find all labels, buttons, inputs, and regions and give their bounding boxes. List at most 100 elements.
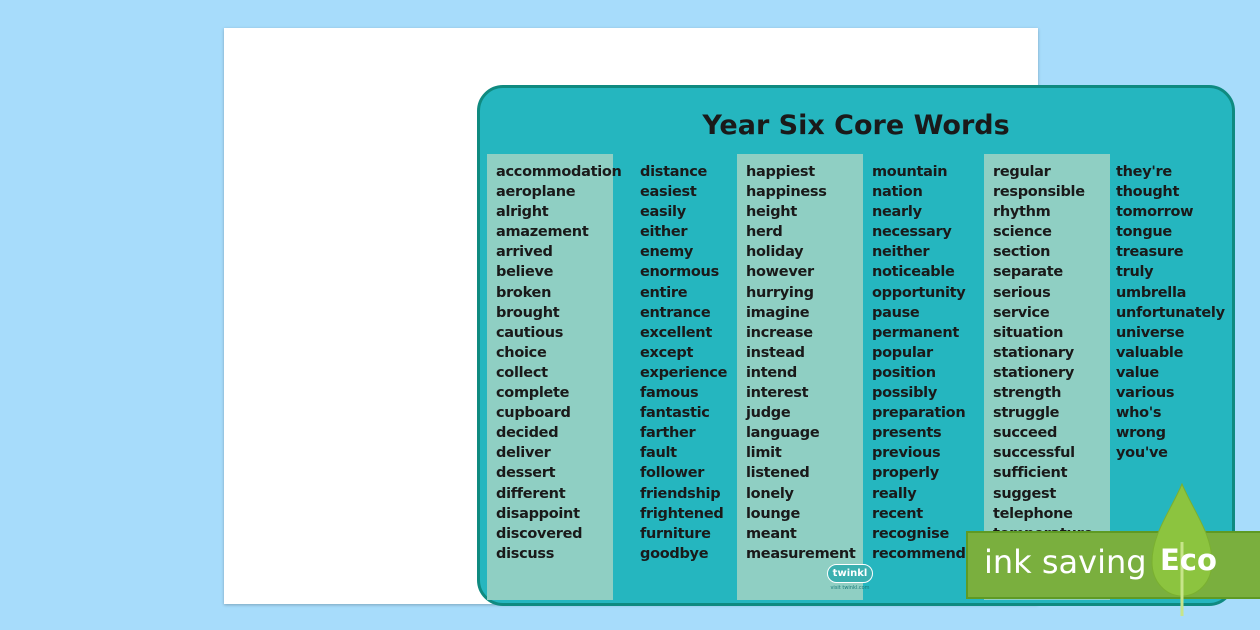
word: responsible bbox=[993, 184, 1085, 201]
word: believe bbox=[496, 264, 554, 281]
page-title: Year Six Core Words bbox=[702, 110, 1010, 141]
word: who's bbox=[1116, 405, 1162, 422]
word: entrance bbox=[640, 304, 711, 321]
word: decided bbox=[496, 425, 559, 442]
word: judge bbox=[746, 405, 791, 422]
word-column: distance easiest easily either enemy enormous… bbox=[631, 154, 757, 600]
word: except bbox=[640, 344, 694, 361]
word: valuable bbox=[1116, 344, 1184, 361]
word: sufficient bbox=[993, 465, 1068, 482]
word: pause bbox=[872, 304, 920, 321]
word: discuss bbox=[496, 545, 555, 562]
word: properly bbox=[872, 465, 939, 482]
word: increase bbox=[746, 324, 813, 341]
word: hurrying bbox=[746, 284, 814, 301]
word: regular bbox=[993, 164, 1051, 180]
word: frightened bbox=[640, 505, 724, 522]
word: arrived bbox=[496, 244, 553, 261]
word: aeroplane bbox=[496, 184, 576, 201]
word: however bbox=[746, 264, 814, 281]
word: different bbox=[496, 485, 566, 502]
twinkl-logo: twinkl visit twinkl.com bbox=[827, 564, 873, 591]
word: goodbye bbox=[640, 545, 709, 562]
word: various bbox=[1116, 385, 1175, 402]
word: neither bbox=[872, 244, 930, 261]
word: lonely bbox=[746, 485, 794, 502]
word: farther bbox=[640, 425, 696, 442]
word: lounge bbox=[746, 505, 800, 522]
word: enormous bbox=[640, 264, 719, 281]
word: deliver bbox=[496, 445, 551, 462]
word: possibly bbox=[872, 385, 937, 402]
word: permanent bbox=[872, 324, 959, 341]
word: dessert bbox=[496, 465, 556, 482]
word: excellent bbox=[640, 324, 712, 341]
word: complete bbox=[496, 385, 570, 402]
word: they're bbox=[1116, 164, 1172, 180]
word: science bbox=[993, 224, 1052, 241]
leaf-icon bbox=[1151, 482, 1213, 616]
word: collect bbox=[496, 364, 548, 381]
word: fault bbox=[640, 445, 677, 462]
word: instead bbox=[746, 344, 805, 361]
word: noticeable bbox=[872, 264, 955, 281]
word: listened bbox=[746, 465, 810, 482]
word: preparation bbox=[872, 405, 966, 422]
word: entire bbox=[640, 284, 688, 301]
word: service bbox=[993, 304, 1050, 321]
word: distance bbox=[640, 164, 708, 180]
word: succeed bbox=[993, 425, 1058, 442]
word: rhythm bbox=[993, 204, 1051, 221]
word: easiest bbox=[640, 184, 697, 201]
word: treasure bbox=[1116, 244, 1184, 261]
word: herd bbox=[746, 224, 783, 241]
word: section bbox=[993, 244, 1051, 261]
word: amazement bbox=[496, 224, 589, 241]
word: accommodation bbox=[496, 164, 622, 180]
word: recommend bbox=[872, 545, 966, 562]
word: strength bbox=[993, 385, 1062, 402]
word-column: regular responsible rhythm science section se… bbox=[984, 154, 1110, 600]
word: choice bbox=[496, 344, 547, 361]
word: previous bbox=[872, 445, 941, 462]
word: either bbox=[640, 224, 688, 241]
word: universe bbox=[1116, 324, 1185, 341]
word: opportunity bbox=[872, 284, 966, 301]
word-column: mountain nation nearly necessary neither noti… bbox=[863, 154, 989, 600]
word: experience bbox=[640, 364, 728, 381]
word: follower bbox=[640, 465, 705, 482]
word: meant bbox=[746, 525, 797, 542]
word: holiday bbox=[746, 244, 804, 261]
ink-saving-badge: ink saving bbox=[966, 531, 1260, 599]
word: nation bbox=[872, 184, 923, 201]
word: popular bbox=[872, 344, 933, 361]
word: successful bbox=[993, 445, 1075, 462]
word: unfortunately bbox=[1116, 304, 1225, 321]
word: value bbox=[1116, 364, 1159, 381]
word: intend bbox=[746, 364, 797, 381]
word: measurement bbox=[746, 545, 856, 562]
word: serious bbox=[993, 284, 1051, 301]
word: language bbox=[746, 425, 820, 442]
word: limit bbox=[746, 445, 782, 462]
word: necessary bbox=[872, 224, 952, 241]
word: nearly bbox=[872, 204, 922, 221]
word: discovered bbox=[496, 525, 583, 542]
word: stationary bbox=[993, 344, 1074, 361]
word: furniture bbox=[640, 525, 711, 542]
word: thought bbox=[1116, 184, 1180, 201]
word: tomorrow bbox=[1116, 204, 1194, 221]
ink-saving-label: ink saving bbox=[984, 543, 1147, 581]
word: recent bbox=[872, 505, 923, 522]
word: truly bbox=[1116, 264, 1154, 281]
word: broken bbox=[496, 284, 552, 301]
word: presents bbox=[872, 425, 942, 442]
word-column: happiest happiness height herd holiday howeve… bbox=[737, 154, 863, 600]
word: suggest bbox=[993, 485, 1057, 502]
word: disappoint bbox=[496, 505, 580, 522]
word: happiness bbox=[746, 184, 827, 201]
word: alright bbox=[496, 204, 549, 221]
word: stationery bbox=[993, 364, 1074, 381]
word: separate bbox=[993, 264, 1063, 281]
word: easily bbox=[640, 204, 686, 221]
